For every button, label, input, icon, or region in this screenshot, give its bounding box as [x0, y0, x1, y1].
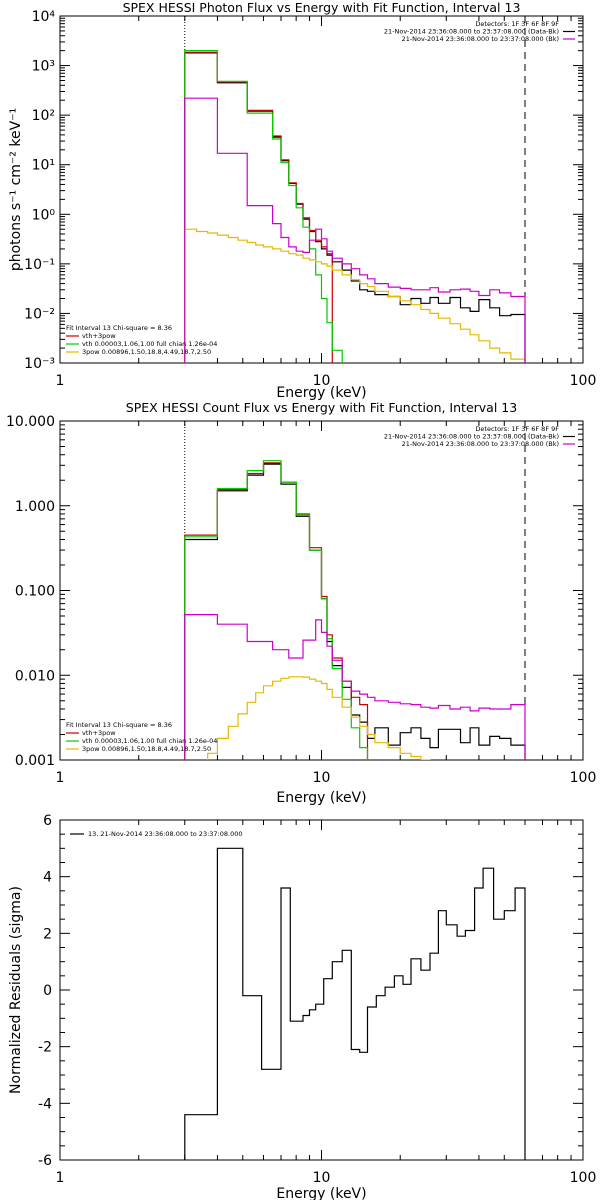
y-tick-label: 0: [43, 983, 52, 999]
series-group: [184, 50, 526, 363]
panel-3: 1 10 100 6 4 2 0 -2 -4 -6 Energy (keV) Normalized R…: [8, 813, 597, 1202]
info-line: 3pow 0.00896,1.50,18.8,4.49,18.7,2.50: [82, 745, 211, 753]
series-vth-3pow: [184, 51, 333, 363]
x-ticks: 1 10 100: [56, 16, 597, 389]
info-line: vth 0.00003,1.06,1.00 full chian 1.26e-0…: [82, 340, 217, 348]
series--data-bk-: [184, 463, 526, 760]
x-axis-label: Energy (keV): [276, 385, 366, 401]
info-bottom-left: Fit Interval 13 Chi-square = 8.36vth+3po…: [66, 324, 217, 356]
info-line: 21-Nov-2014 23:36:08.000 to 23:37:08.000…: [384, 28, 559, 36]
series--data-bk-: [184, 52, 526, 363]
x-tick-label: 1: [56, 373, 65, 389]
y-tick-label: 0.100: [15, 584, 55, 600]
y-tick-label: 1.000: [15, 499, 55, 515]
series--bk-: [184, 97, 526, 363]
series-vth: [184, 50, 343, 363]
x-ticks: 1 10 100: [56, 421, 597, 786]
x-tick-label: 100: [570, 770, 597, 786]
series-residuals: [184, 847, 526, 1160]
series--bk-: [184, 614, 526, 760]
legend-label: 13. 21-Nov-2014 23:36:08.000 to 23:37:08…: [88, 830, 242, 838]
y-axis-label: photons s⁻¹ cm⁻² keV⁻¹: [8, 108, 24, 271]
y-ticks: 6 4 2 0 -2 -4 -6: [38, 813, 583, 1169]
y-tick-label: 10⁻²: [24, 306, 55, 322]
info-bottom-left: Fit Interval 13 Chi-square = 8.36vth+3po…: [66, 721, 217, 753]
y-tick-label: 10⁻¹: [24, 257, 55, 273]
plot-frame: [59, 15, 584, 364]
series-group: [184, 460, 526, 760]
x-ticks: 1 10 100: [56, 820, 597, 1186]
x-tick-label: 10: [313, 1170, 331, 1186]
y-tick-label: 2: [43, 926, 52, 942]
legend: 13. 21-Nov-2014 23:36:08.000 to 23:37:08…: [70, 830, 242, 838]
x-tick-label: 1: [56, 770, 65, 786]
y-tick-label: 10¹: [32, 158, 55, 174]
info-line: Detectors: 1F 3F 6F 8F 9F: [475, 20, 559, 28]
series-vth: [184, 460, 369, 760]
info-line: vth 0.00003,1.06,1.00 full chian 1.26e-0…: [82, 737, 217, 745]
x-tick-label: 10: [313, 373, 331, 389]
x-tick-label: 100: [570, 1170, 597, 1186]
x-tick-label: 100: [570, 373, 597, 389]
y-tick-label: 10⁰: [32, 207, 56, 223]
info-line: 3pow 0.00896,1.50,18.8,4.49,18.7,2.50: [82, 348, 211, 356]
info-line: 21-Nov-2014 23:36:08.000 to 23:37:08.000…: [402, 35, 559, 43]
series-3pow: [207, 676, 431, 760]
series-3pow: [184, 228, 526, 363]
y-tick-label: 10²: [32, 108, 55, 124]
info-line: vth+3pow: [82, 332, 116, 340]
x-tick-label: 1: [56, 1170, 65, 1186]
x-axis-label: Energy (keV): [276, 790, 366, 806]
chart-title: SPEX HESSI Photon Flux vs Energy with Fi…: [123, 0, 521, 15]
info-line: Fit Interval 13 Chi-square = 8.36: [66, 721, 172, 729]
chart-title: SPEX HESSI Count Flux vs Energy with Fit…: [126, 400, 517, 415]
info-line: vth+3pow: [82, 729, 116, 737]
x-tick-label: 10: [313, 770, 331, 786]
y-tick-label: 10.000: [6, 414, 55, 430]
y-tick-label: -6: [38, 1153, 52, 1169]
panel-1: 1 10 100 10³ 10² 10¹ 10⁰ 10⁻¹ 10⁻² 10⁻³ 10⁴ SPEX HE…: [8, 0, 596, 401]
info-line: Fit Interval 13 Chi-square = 8.36: [66, 324, 172, 332]
y-tick-label: 10³: [32, 59, 55, 75]
y-tick-label: 10⁻³: [24, 356, 55, 372]
y-ticks: 10³ 10² 10¹ 10⁰ 10⁻¹ 10⁻² 10⁻³ 10⁴: [24, 9, 583, 372]
y-tick-label: -4: [38, 1096, 52, 1112]
y-ticks: 10.000 1.000 0.100 0.010 0.001: [6, 414, 583, 769]
y-tick-label: 4: [43, 870, 52, 886]
info-line: Detectors: 1F 3F 6F 8F 9F: [475, 425, 559, 433]
series-vth-3pow: [184, 462, 369, 760]
y-axis-label: Normalized Residuals (sigma): [8, 886, 24, 1094]
info-line: 21-Nov-2014 23:36:08.000 to 23:37:08.000…: [402, 440, 559, 448]
series-group: [184, 847, 526, 1160]
y-tick-label: 6: [43, 813, 52, 829]
panel-2: 1 10 100 10.000 1.000 0.100 0.010 0.001 SPEX HES…: [6, 400, 596, 806]
y-tick-label: 10⁴: [32, 9, 56, 25]
y-tick-label: 0.010: [15, 668, 55, 684]
x-axis-label: Energy (keV): [276, 1186, 366, 1200]
info-line: 21-Nov-2014 23:36:08.000 to 23:37:08.000…: [384, 433, 559, 441]
y-tick-label: 0.001: [15, 753, 55, 769]
y-tick-label: -2: [38, 1040, 52, 1056]
plot-frame: [59, 819, 584, 1161]
